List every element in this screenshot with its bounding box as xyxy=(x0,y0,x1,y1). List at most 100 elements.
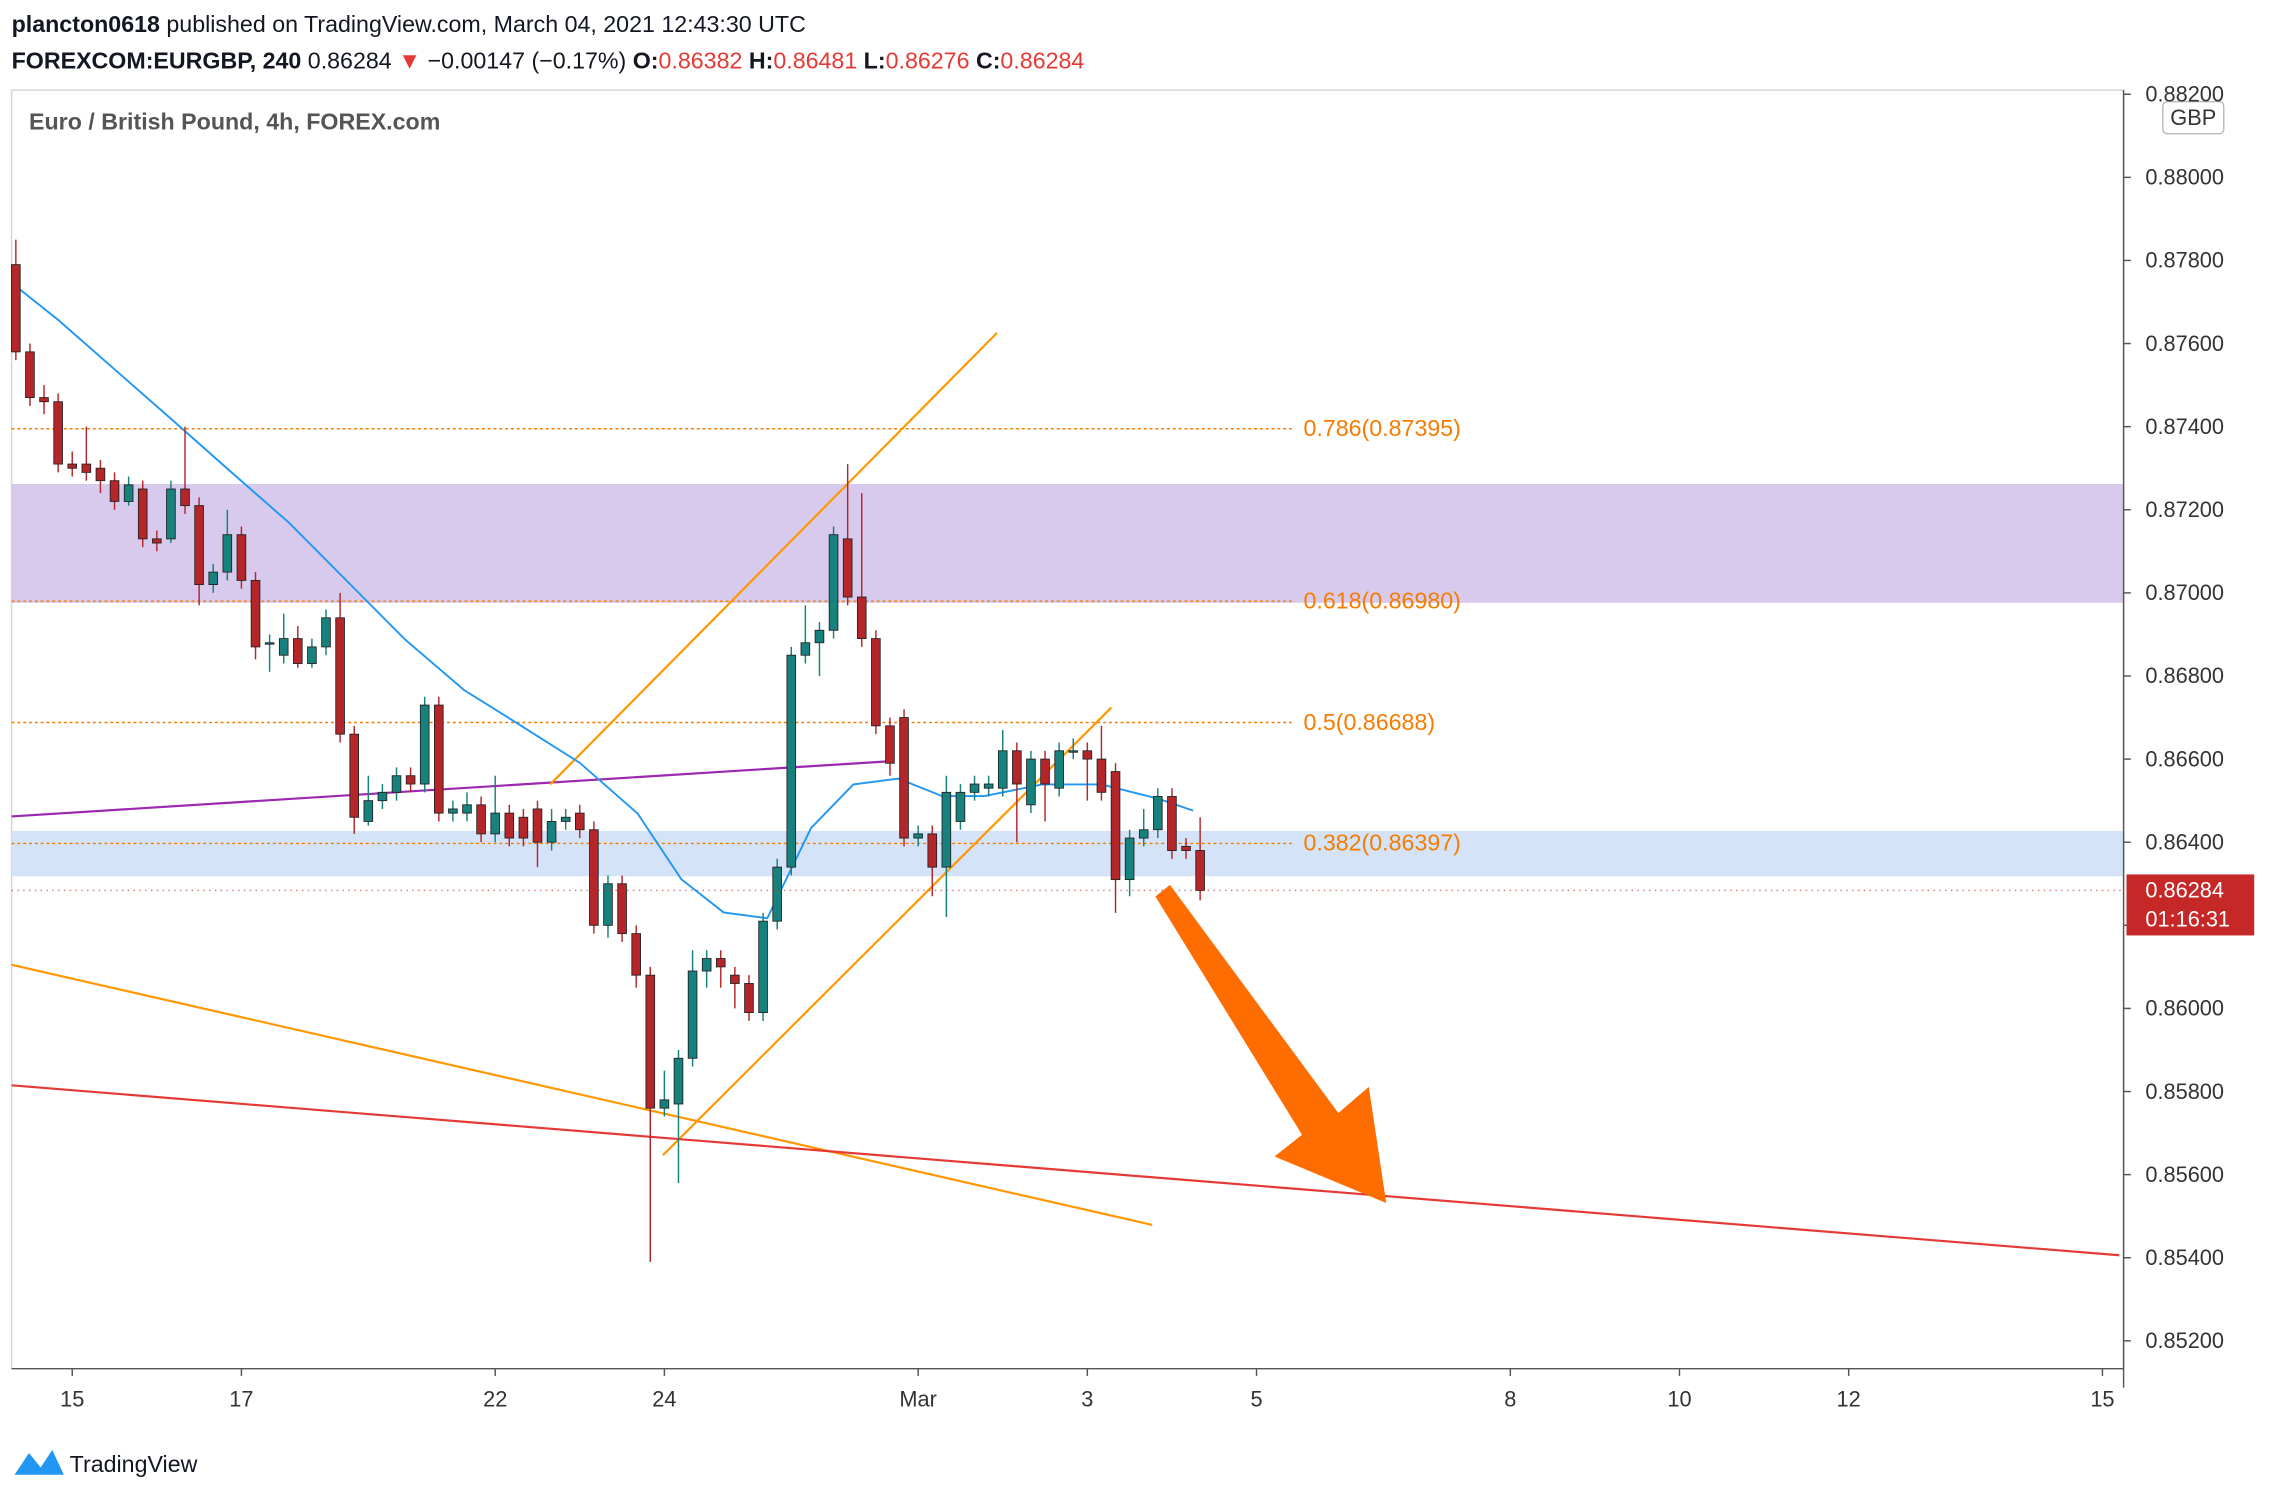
candle-body xyxy=(236,534,247,581)
candle-body xyxy=(687,970,698,1059)
candle-body xyxy=(448,808,458,814)
candle-body xyxy=(81,463,92,473)
candle-body xyxy=(969,783,980,793)
y-tick-label: 0.87600 xyxy=(2145,331,2224,356)
x-tick-label: 15 xyxy=(60,1386,84,1411)
candle-body xyxy=(476,804,486,835)
symbol: FOREXCOM:EURGBP, 240 xyxy=(12,47,302,73)
candle-body xyxy=(67,463,78,469)
candle-body xyxy=(997,750,1008,789)
candle-body xyxy=(786,654,797,868)
candle-body xyxy=(250,579,261,648)
candle-body xyxy=(546,820,557,843)
arrow xyxy=(1155,884,1387,1204)
candle-body xyxy=(758,920,768,1014)
x-tick-label: 3 xyxy=(1081,1386,1093,1411)
candle-body xyxy=(800,642,811,656)
y-tick-label: 0.88000 xyxy=(2145,165,2224,190)
candle-body xyxy=(983,783,994,789)
candle-body xyxy=(293,638,303,664)
candle-body xyxy=(434,704,444,814)
candle-body xyxy=(419,704,430,785)
y-tick-label: 0.87200 xyxy=(2145,497,2224,522)
x-tick-label: 8 xyxy=(1504,1386,1516,1411)
y-tick-label: 0.85600 xyxy=(2145,1162,2224,1187)
candle-body xyxy=(462,804,472,814)
candle-body xyxy=(349,733,359,818)
candle-body xyxy=(603,883,613,926)
candle-body xyxy=(955,791,966,822)
fib-label: 0.618(0.86980) xyxy=(1303,587,1460,613)
candle-body xyxy=(927,833,938,868)
x-tick-label: 15 xyxy=(2090,1386,2114,1411)
candle-body xyxy=(1026,758,1036,806)
candle-body xyxy=(377,791,388,802)
candle-body xyxy=(659,1099,670,1109)
candle-body xyxy=(744,983,754,1014)
x-tick-label: 12 xyxy=(1837,1386,1861,1411)
y-tick-label: 0.86600 xyxy=(2145,746,2224,771)
candle-body xyxy=(222,534,233,573)
logo: TradingView xyxy=(14,1450,198,1477)
candle-body xyxy=(941,791,952,868)
candle-body xyxy=(1181,845,1191,851)
y-tick-label: 0.87000 xyxy=(2145,580,2224,605)
fib-label: 0.5(0.86688) xyxy=(1303,709,1435,735)
y-tick-label: 0.87800 xyxy=(2145,248,2224,273)
candle-body xyxy=(335,617,345,735)
candle-body xyxy=(828,534,839,631)
brand: TradingView xyxy=(70,1451,198,1477)
candle-body xyxy=(1096,758,1107,793)
zone xyxy=(11,484,2124,603)
trendline xyxy=(11,1084,2120,1257)
candle-body xyxy=(1012,750,1022,785)
ohlc-value: 0.86276 xyxy=(886,47,970,73)
candle-body xyxy=(53,401,63,465)
candle-body xyxy=(1068,750,1079,753)
x-tick-label: Mar xyxy=(899,1386,936,1411)
candle-body xyxy=(631,933,641,976)
countdown: 01:16:31 xyxy=(2145,907,2230,932)
chart-title: Euro / British Pound, 4h, FOREX.com xyxy=(29,108,440,134)
user: plancton0618 xyxy=(12,11,160,37)
ohlc-key: O: xyxy=(633,47,659,73)
candle-body xyxy=(871,638,881,727)
logo-icon xyxy=(14,1450,64,1475)
y-tick-label: 0.87400 xyxy=(2145,414,2224,439)
plot: 0.786(0.87395) 0.618(0.86980) 0.5(0.86688)… xyxy=(10,89,2125,1370)
candle-body xyxy=(589,829,599,926)
candle-body xyxy=(109,480,120,502)
y-tick-label: 0.88200 xyxy=(2145,81,2224,106)
candle-body xyxy=(11,264,21,353)
ohlc-key: C: xyxy=(976,47,1000,73)
ohlc-key: L: xyxy=(864,47,886,73)
zone xyxy=(11,830,2124,877)
candle-body xyxy=(123,484,134,502)
x-tick-label: 22 xyxy=(483,1386,507,1411)
x-tick-label: 10 xyxy=(1667,1386,1691,1411)
candle-body xyxy=(166,488,176,540)
last-price-tag xyxy=(2126,874,2255,936)
change-arrow: ▼ xyxy=(398,47,421,73)
y-tick-label: 0.86000 xyxy=(2145,996,2224,1021)
candle-body xyxy=(39,397,49,403)
trendline xyxy=(11,760,891,818)
ohlc-value: 0.86284 xyxy=(1000,47,1084,73)
candle-body xyxy=(25,351,35,399)
candle-body xyxy=(574,812,585,831)
candle-body xyxy=(1153,796,1163,831)
candle-body xyxy=(264,642,275,645)
trendline xyxy=(549,331,998,786)
candle-body xyxy=(842,538,853,598)
candle-body xyxy=(730,974,740,984)
candle-body xyxy=(1040,758,1050,785)
y-tick-label: 0.85400 xyxy=(2145,1245,2224,1270)
x-tick-label: 24 xyxy=(652,1386,676,1411)
candle-body xyxy=(278,638,289,656)
candle-body xyxy=(532,808,543,843)
candle-body xyxy=(1054,750,1064,789)
candle-body xyxy=(617,883,627,935)
